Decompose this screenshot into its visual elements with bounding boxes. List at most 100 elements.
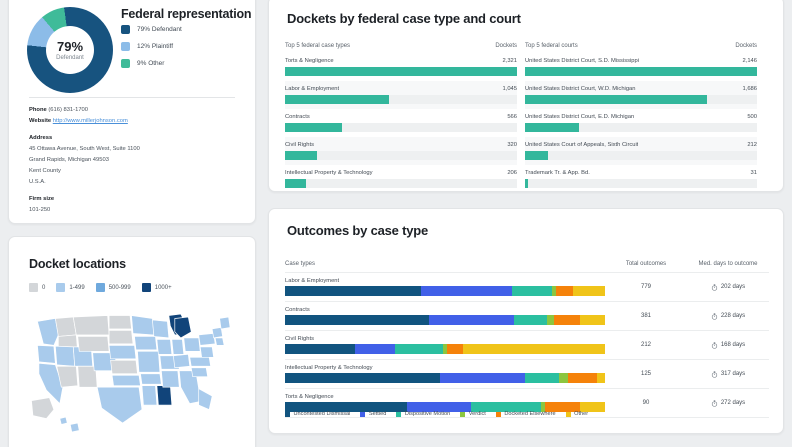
case-types-column: Top 5 federal case types Dockets Torts &…	[285, 43, 517, 193]
stopwatch-icon	[711, 399, 717, 407]
state-or	[37, 345, 56, 364]
outcome-row[interactable]: Civil Rights 212 168 days	[285, 331, 769, 360]
state-mo	[137, 350, 161, 373]
outcome-row[interactable]: Labor & Employment 779 202 days	[285, 273, 769, 302]
legend-swatch-icon	[121, 25, 130, 34]
state-sd	[108, 330, 134, 345]
outcomes-legend-item[interactable]: Uncontested Dismissal	[285, 411, 350, 417]
map-legend-swatch-icon	[29, 283, 38, 292]
state-wa	[37, 318, 59, 346]
map-legend-swatch-icon	[95, 283, 105, 292]
docket-bar-track	[525, 151, 757, 160]
outcomes-legend-item[interactable]: Dispositive Motion	[396, 411, 450, 417]
courts-header-value: Dockets	[735, 43, 757, 49]
outcomes-legend: Uncontested Dismissal Settled Dispositive …	[285, 411, 598, 417]
firm-size-value: 101-250	[29, 207, 51, 214]
legend-label: 12% Plaintiff	[137, 43, 174, 50]
map-legend-swatch-icon	[141, 283, 151, 292]
federal-representation-donut-chart: 79% Defendant	[27, 7, 113, 93]
courts-header: Top 5 federal courts Dockets	[525, 43, 757, 53]
outcome-case-type: Contracts	[285, 306, 310, 313]
website-row: Website http://www.millerjohnson.com	[29, 116, 244, 127]
spacer	[29, 126, 244, 133]
state-ks	[110, 359, 138, 375]
outcome-stacked-bar	[285, 344, 605, 355]
outcome-days-value: 202 days	[720, 284, 746, 290]
outcome-segment	[544, 402, 580, 413]
docket-bar-row[interactable]: United States Court of Appeals, Sixth Ci…	[525, 137, 757, 165]
docket-bar-row[interactable]: Intellectual Property & Technology 206	[285, 165, 517, 193]
outcome-case-type: Intellectual Property & Technology	[285, 364, 373, 371]
docket-bar-row[interactable]: Labor & Employment 1,045	[285, 81, 517, 109]
outcomes-legend-item[interactable]: Verdict	[460, 411, 486, 417]
docket-bar-value: 320	[507, 142, 517, 148]
donut-center-value: 79%	[56, 38, 84, 54]
map-svg	[31, 313, 231, 433]
docket-locations-card: Docket locations 0 1-499 500-999 1000+	[8, 236, 256, 447]
outcome-bar-cell: Torts & Negligence	[285, 394, 605, 413]
docket-bar-labels: Intellectual Property & Technology 206	[285, 170, 517, 179]
outcomes-legend-item[interactable]: Docketed Elsewhere	[495, 411, 556, 417]
outcomes-legend-label: Other	[574, 411, 589, 417]
outcome-row[interactable]: Contracts 381 228 days	[285, 302, 769, 331]
outcome-segment	[355, 344, 396, 355]
docket-bar-name: United States District Court, S.D. Missi…	[525, 58, 640, 64]
outcome-stacked-bar	[285, 286, 605, 297]
outcomes-legend-label: Settled	[368, 411, 387, 417]
phone-row: Phone (616) 831-1700	[29, 105, 244, 116]
docket-bar-row[interactable]: Trademark Tr. & App. Bd. 31	[525, 165, 757, 193]
outcome-stacked-bar	[285, 402, 605, 413]
docket-bar-name: Civil Rights	[285, 142, 314, 148]
outcome-segment	[572, 286, 605, 297]
courts-rows: United States District Court, S.D. Missi…	[525, 53, 757, 193]
docket-bar-value: 1,686	[742, 86, 757, 92]
outcomes-legend-swatch-icon	[495, 411, 501, 417]
state-ar	[140, 373, 162, 385]
us-choropleth-map[interactable]	[21, 295, 245, 445]
website-link[interactable]: http://www.millerjohnson.com	[52, 117, 128, 124]
docket-bar-track	[285, 179, 517, 188]
docket-bar-fill	[525, 179, 529, 188]
docket-bar-row[interactable]: Torts & Negligence 2,321	[285, 53, 517, 81]
state-az	[56, 365, 79, 388]
outcomes-by-case-type-card: Outcomes by case type Case types Total o…	[268, 208, 784, 434]
stopwatch-icon	[711, 341, 717, 349]
outcomes-legend-item[interactable]: Settled	[360, 411, 386, 417]
docket-bar-row[interactable]: United States District Court, E.D. Michi…	[525, 109, 757, 137]
donut-center: 79% Defendant	[46, 26, 94, 74]
map-legend: 0 1-499 500-999 1000+	[29, 283, 183, 292]
state-nc	[189, 356, 212, 367]
legend-swatch-icon	[121, 59, 130, 68]
docket-bar-fill	[285, 67, 517, 76]
docket-bar-row[interactable]: United States District Court, W.D. Michi…	[525, 81, 757, 109]
address-label: Address	[29, 135, 53, 142]
outcome-case-type: Torts & Negligence	[285, 393, 334, 400]
outcome-days-value: 168 days	[720, 342, 746, 348]
outcome-case-type: Labor & Employment	[285, 277, 340, 284]
outcome-stacked-bar	[285, 373, 605, 384]
federal-representation-legend-item: 9% Other	[121, 59, 182, 68]
outcome-days-value: 272 days	[720, 400, 746, 406]
docket-bar-name: United States District Court, W.D. Michi…	[525, 86, 636, 92]
docket-bar-track	[525, 179, 757, 188]
outcomes-header-total: Total outcomes	[625, 261, 667, 267]
address-line: U.S.A.	[29, 178, 46, 185]
outcome-segment	[568, 373, 597, 384]
docket-bar-labels: United States District Court, S.D. Missi…	[525, 58, 757, 67]
map-legend-swatch-icon	[56, 283, 66, 292]
docket-bar-row[interactable]: Contracts 566	[285, 109, 517, 137]
outcome-row[interactable]: Torts & Negligence 90 272 days	[285, 389, 769, 418]
outcome-row[interactable]: Intellectual Property & Technology 125 3…	[285, 360, 769, 389]
docket-bar-fill	[525, 151, 548, 160]
state-fl	[198, 388, 213, 411]
state-ky	[172, 353, 191, 369]
firm-size-label: Firm size	[29, 196, 55, 203]
docket-bar-row[interactable]: Civil Rights 320	[285, 137, 517, 165]
outcomes-legend-swatch-icon	[565, 411, 571, 417]
spacer	[29, 187, 244, 194]
docket-bar-row[interactable]: United States District Court, S.D. Missi…	[525, 53, 757, 81]
docket-bar-labels: Torts & Negligence 2,321	[285, 58, 517, 67]
courts-column: Top 5 federal courts Dockets United Stat…	[525, 43, 757, 193]
outcomes-legend-item[interactable]: Other	[565, 411, 589, 417]
courts-header-name: Top 5 federal courts	[525, 43, 578, 49]
